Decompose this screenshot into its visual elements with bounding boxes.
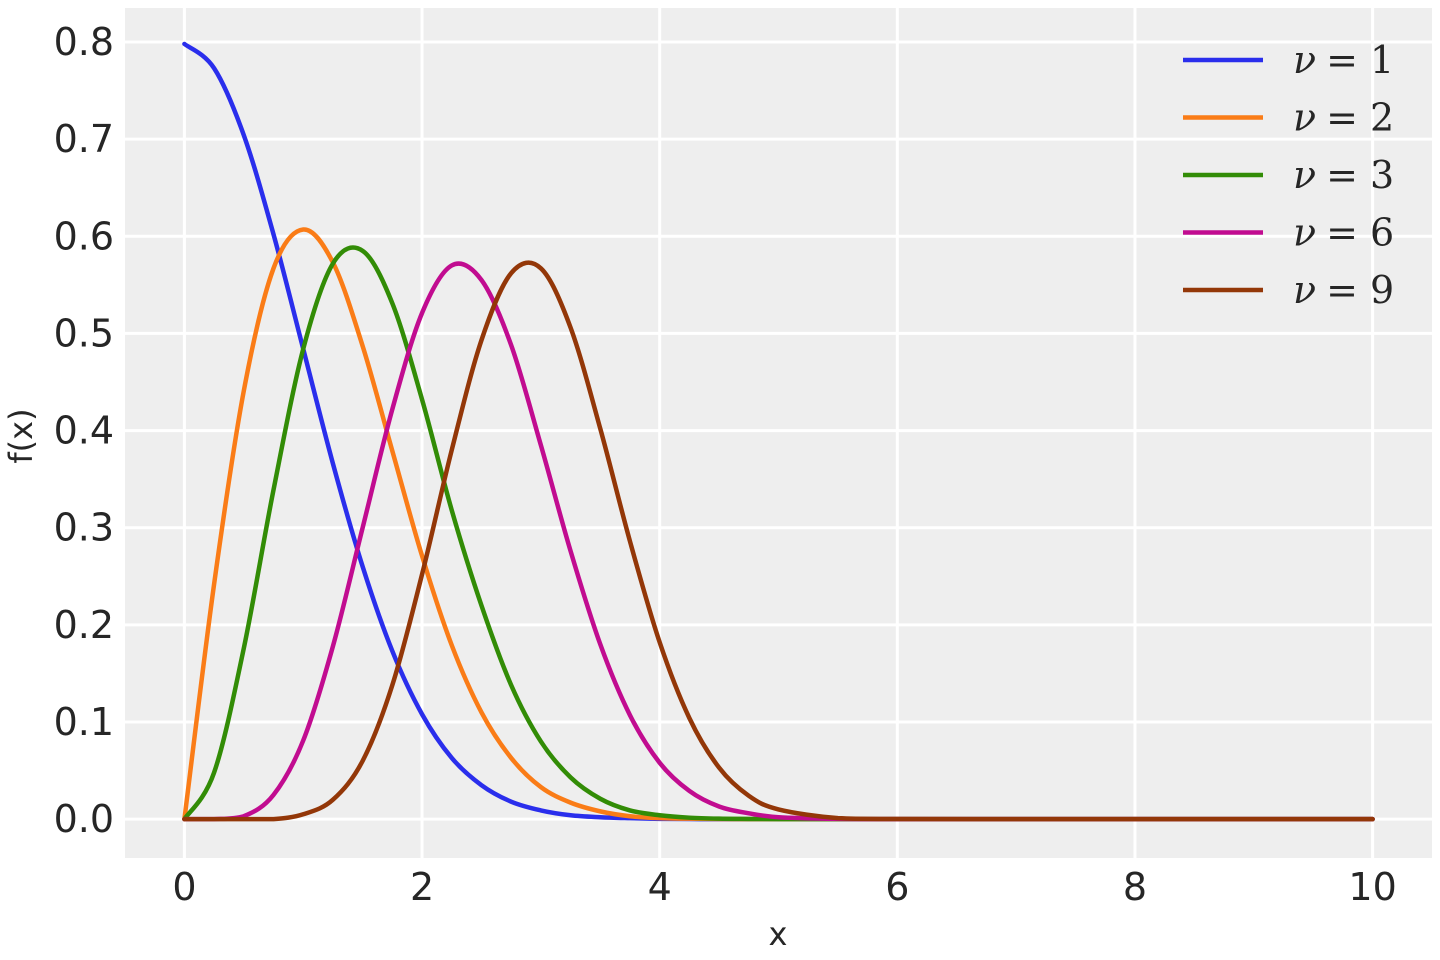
x-tick-label: 2 xyxy=(410,865,434,909)
y-tick-label: 0.1 xyxy=(54,700,114,744)
legend-item: ν = 9 xyxy=(1183,268,1394,312)
legend-item: ν = 3 xyxy=(1183,153,1394,197)
legend-value: = 2 xyxy=(1326,96,1394,140)
y-tick-label: 0.0 xyxy=(54,797,114,841)
legend-value: = 3 xyxy=(1326,153,1394,197)
grid-lines xyxy=(125,8,1432,858)
plot-area xyxy=(125,8,1432,858)
x-tick-label: 8 xyxy=(1123,865,1147,909)
legend-symbol: ν xyxy=(1293,153,1316,197)
legend-symbol: ν xyxy=(1293,268,1316,312)
x-tick-label: 4 xyxy=(648,865,672,909)
legend-item: ν = 6 xyxy=(1183,211,1394,255)
legend-label: ν = 2 xyxy=(1293,96,1394,140)
x-tick-label: 6 xyxy=(885,865,909,909)
legend-value: = 1 xyxy=(1326,38,1394,82)
legend-label: ν = 3 xyxy=(1293,153,1394,197)
y-tick-label: 0.7 xyxy=(54,117,114,161)
legend-label: ν = 6 xyxy=(1293,211,1394,255)
legend-value: = 6 xyxy=(1326,211,1394,255)
y-tick-label: 0.8 xyxy=(54,20,114,64)
legend-item: ν = 2 xyxy=(1183,96,1394,140)
series-line-5 xyxy=(182,260,1375,822)
y-tick-labels: 0.0 0.1 0.2 0.3 0.4 0.5 0.6 0.7 0.8 xyxy=(54,20,114,841)
y-tick-label: 0.3 xyxy=(54,506,114,550)
legend: ν = 1ν = 2ν = 3ν = 6ν = 9 xyxy=(1183,38,1394,312)
y-axis-label: f(x) xyxy=(2,408,40,463)
x-axis-label: x xyxy=(769,915,788,953)
legend-label: ν = 9 xyxy=(1293,268,1394,312)
series-lines xyxy=(182,41,1375,822)
legend-value: = 9 xyxy=(1326,268,1394,312)
y-tick-label: 0.6 xyxy=(54,214,114,258)
x-tick-labels: 0 2 4 6 8 10 xyxy=(172,865,1396,909)
x-tick-label: 10 xyxy=(1348,865,1396,909)
x-tick-label: 0 xyxy=(172,865,196,909)
y-tick-label: 0.4 xyxy=(54,409,114,453)
y-tick-label: 0.5 xyxy=(54,311,114,355)
legend-label: ν = 1 xyxy=(1293,38,1394,82)
legend-item: ν = 1 xyxy=(1183,38,1394,82)
legend-symbol: ν xyxy=(1293,211,1316,255)
legend-symbol: ν xyxy=(1293,38,1316,82)
y-tick-label: 0.2 xyxy=(54,603,114,647)
legend-symbol: ν xyxy=(1293,96,1316,140)
